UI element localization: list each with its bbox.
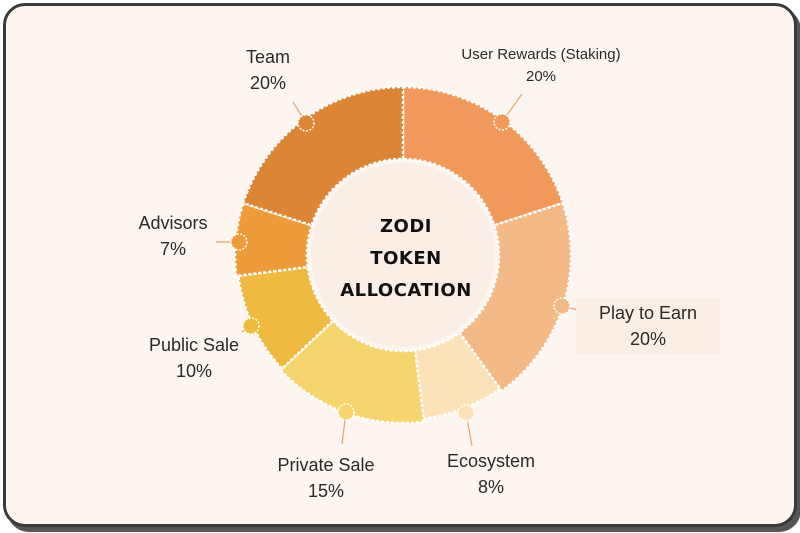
- label-marker: [337, 403, 355, 421]
- label-value: 8%: [477, 477, 504, 497]
- label-name: Advisors: [138, 213, 208, 233]
- slice-user-rewards-staking: [401, 85, 565, 227]
- label-value: 20%: [525, 68, 557, 85]
- label-value: 10%: [175, 361, 213, 381]
- label-ecosystem: Ecosystem 8%: [431, 448, 551, 500]
- slice-private-sale: [278, 318, 426, 425]
- label-marker: [242, 317, 260, 335]
- label-team: Team 20%: [218, 44, 318, 96]
- label-value: 7%: [159, 239, 186, 259]
- label-value: 15%: [307, 481, 345, 501]
- label-value: 20%: [629, 329, 667, 349]
- label-marker: [297, 114, 315, 132]
- center-title-line-1: ZODI: [380, 216, 432, 237]
- label-marker: [457, 404, 475, 422]
- label-marker: [230, 233, 248, 251]
- label-name: Public Sale: [148, 335, 240, 355]
- label-play-to-earn: Play to Earn 20%: [576, 298, 720, 354]
- donut-center: [311, 163, 495, 347]
- label-name: Ecosystem: [446, 451, 536, 471]
- label-advisors: Advisors 7%: [118, 210, 228, 262]
- label-user-rewards: User Rewards (Staking) 20%: [451, 44, 631, 88]
- center-title: ZODI TOKEN ALLOCATION: [326, 211, 486, 307]
- chart-card: ZODI TOKEN ALLOCATION User Rewards (Stak…: [3, 3, 797, 527]
- label-public-sale: Public Sale 10%: [134, 332, 254, 384]
- center-title-line-3: ALLOCATION: [340, 280, 472, 301]
- label-private-sale: Private Sale 15%: [261, 452, 391, 504]
- donut-chart: [216, 85, 595, 447]
- center-title-line-2: TOKEN: [370, 248, 442, 269]
- label-marker: [493, 113, 511, 131]
- label-marker: [553, 297, 571, 315]
- slice-public-sale: [236, 265, 335, 371]
- slice-ecosystem: [413, 330, 502, 421]
- label-name: Play to Earn: [598, 303, 698, 323]
- slice-team: [241, 85, 405, 227]
- slice-advisors: [233, 201, 314, 278]
- label-value: 20%: [249, 73, 287, 93]
- label-name: User Rewards (Staking): [461, 46, 621, 63]
- label-name: Team: [245, 47, 290, 67]
- slice-play-to-earn: [457, 201, 573, 393]
- label-name: Private Sale: [277, 455, 375, 475]
